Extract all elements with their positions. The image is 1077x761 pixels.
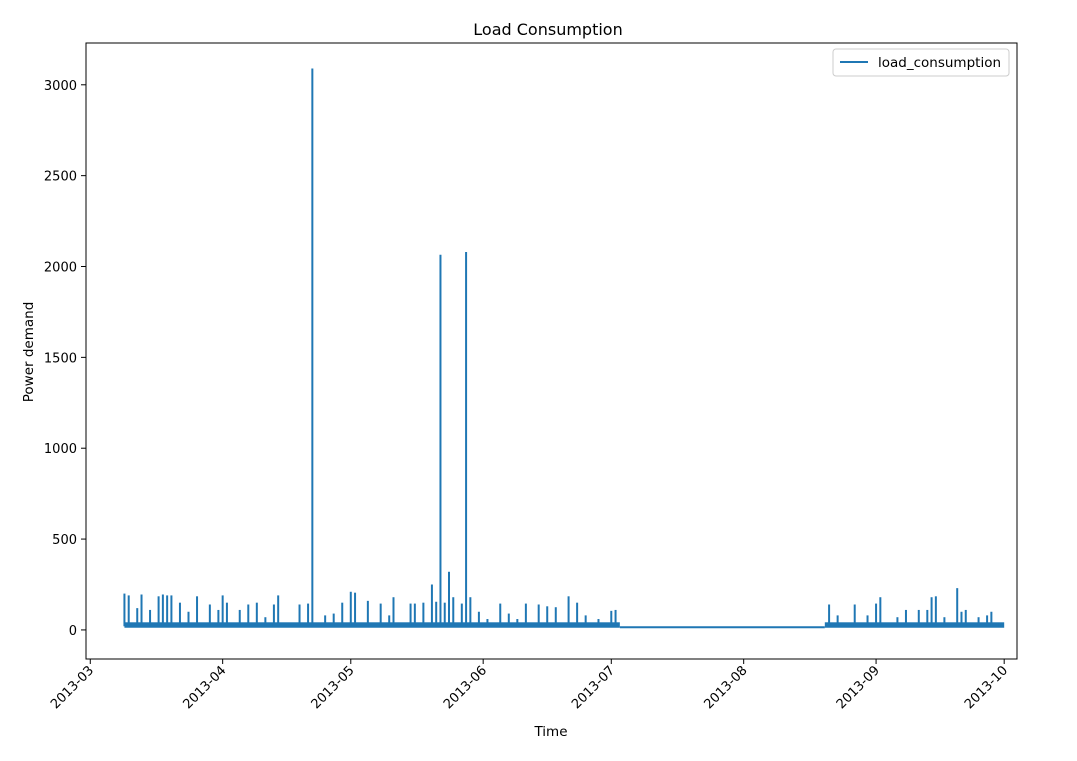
y-axis-label: Power demand [21, 302, 37, 403]
x-axis-label: Time [533, 724, 567, 740]
plot-frame [85, 42, 1018, 660]
plot-area [123, 68, 1005, 629]
y-tick-label: 1500 [44, 351, 77, 366]
y-tick-label: 2500 [44, 170, 77, 185]
x-tick-label: 2013-06 [441, 663, 490, 712]
y-tick-label: 0 [69, 624, 77, 639]
y-axis: 0 500 1000 1500 2000 2500 3000 [44, 79, 86, 639]
y-tick-label: 500 [52, 533, 77, 548]
series-baseline-band [124, 622, 620, 628]
x-tick-label: 2013-07 [569, 663, 618, 712]
series-baseline-band [824, 622, 1005, 628]
x-tick-label: 2013-08 [701, 663, 750, 712]
x-axis: 2013-03 2013-04 2013-05 2013-06 2013-07 2013-… [48, 659, 1011, 712]
y-tick-label: 2000 [44, 261, 77, 276]
x-tick-label: 2013-10 [962, 663, 1011, 712]
legend: load_consumption [832, 48, 1010, 77]
y-tick-label: 3000 [44, 79, 77, 94]
x-tick-label: 2013-09 [834, 663, 883, 712]
x-tick-label: 2013-04 [180, 663, 229, 712]
y-tick-label: 1000 [44, 442, 77, 457]
chart-title: Load Consumption [473, 20, 622, 39]
x-tick-label: 2013-05 [309, 663, 358, 712]
legend-entry-load_consumption: load_consumption [878, 55, 1001, 71]
x-tick-label: 2013-03 [48, 663, 97, 712]
legend-box [832, 48, 1010, 77]
